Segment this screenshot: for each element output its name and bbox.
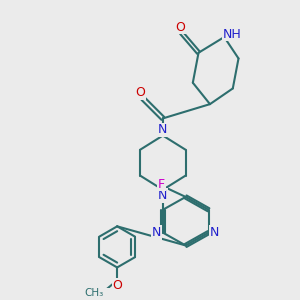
Text: O: O: [112, 279, 122, 292]
Text: O: O: [175, 20, 185, 34]
Text: CH₃: CH₃: [85, 288, 104, 298]
Text: F: F: [158, 178, 165, 190]
Text: N: N: [152, 226, 161, 239]
Text: N: N: [210, 226, 220, 239]
Text: O: O: [135, 86, 145, 99]
Text: N: N: [158, 189, 167, 202]
Text: N: N: [158, 123, 167, 136]
Text: NH: NH: [223, 28, 242, 41]
